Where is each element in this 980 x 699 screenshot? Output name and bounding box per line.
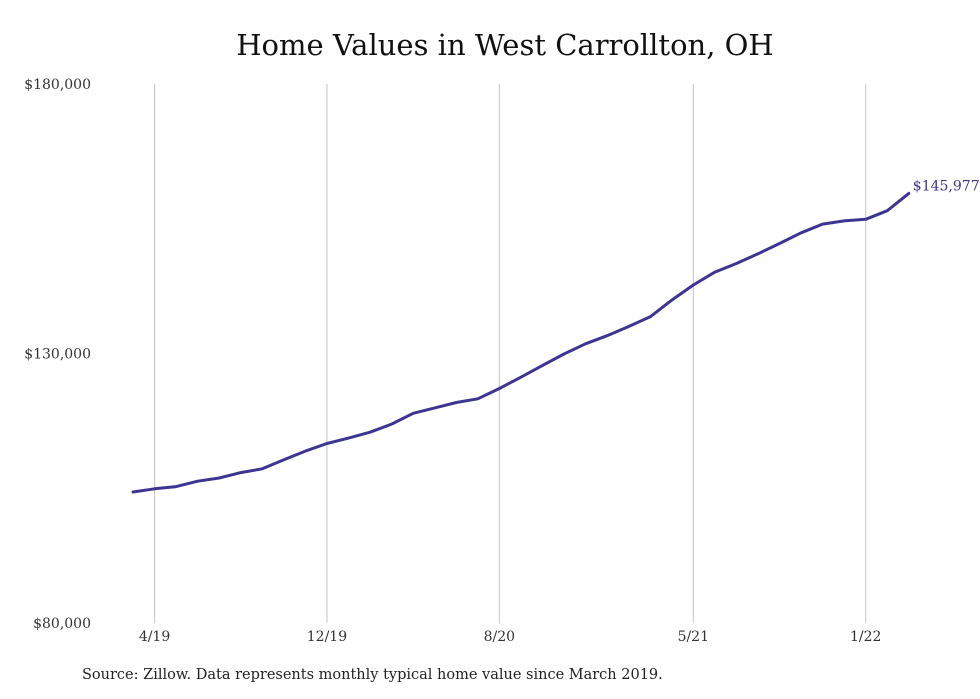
y-tick-label: $180,000 [24, 77, 91, 93]
data-point-2-20 [368, 431, 372, 434]
data-point-4-19 [153, 487, 156, 490]
data-point-7-21 [735, 262, 738, 265]
series-home-values [131, 191, 911, 494]
gridlines [154, 84, 867, 623]
source-note: Source: Zillow. Data represents monthly … [82, 667, 663, 683]
x-tick-label: 1/22 [850, 629, 881, 645]
data-point-3-19 [131, 490, 135, 494]
data-point-9-19 [261, 467, 264, 470]
y-tick-label: $130,000 [24, 347, 91, 363]
data-point-1-20 [347, 436, 350, 440]
y-axis-tick-labels: $180,000 $130,000 $80,000 [24, 77, 91, 632]
data-point-5-20 [433, 406, 436, 410]
data-point-7-20 [476, 397, 479, 400]
data-point-4-20 [412, 412, 415, 415]
data-point-9-20 [519, 376, 523, 379]
data-point-6-20 [455, 401, 458, 404]
data-point-9-21 [778, 242, 781, 245]
data-point-10-20 [541, 364, 544, 367]
data-point-11-21 [821, 222, 824, 226]
data-point-3-20 [390, 422, 393, 426]
data-point-12-21 [842, 219, 846, 223]
data-point-12-19 [325, 442, 329, 445]
data-point-10-21 [799, 231, 803, 234]
end-value-label: $145,977 [913, 178, 980, 194]
data-point-4-21 [670, 298, 673, 302]
data-point-8-21 [756, 252, 760, 255]
data-point-11-20 [562, 352, 566, 356]
y-tick-label: $80,000 [33, 616, 91, 632]
data-point-1-22 [864, 218, 867, 221]
data-point-8-20 [498, 387, 501, 390]
data-point-6-21 [713, 270, 717, 274]
chart-title: Home Values in West Carrollton, OH [236, 28, 774, 62]
data-point-5-21 [692, 283, 695, 287]
data-point-6-19 [196, 480, 199, 483]
data-point-12-20 [584, 342, 587, 345]
data-point-7-19 [218, 476, 221, 480]
x-axis-tick-labels: 4/19 12/19 8/20 5/21 1/22 [139, 629, 882, 645]
data-point-3-21 [649, 315, 652, 318]
x-tick-label: 5/21 [678, 629, 709, 645]
x-tick-label: 12/19 [307, 629, 347, 645]
data-point-8-19 [239, 471, 242, 474]
data-point-3-22 [907, 192, 910, 195]
data-point-5-19 [174, 485, 178, 488]
data-point-2-21 [627, 325, 630, 328]
x-tick-label: 4/19 [139, 629, 170, 645]
data-point-1-21 [605, 334, 609, 337]
data-point-2-22 [886, 209, 889, 212]
data-point-10-19 [282, 458, 286, 461]
series-line [131, 191, 911, 494]
data-point-11-19 [304, 449, 307, 453]
x-tick-label: 8/20 [484, 629, 515, 645]
